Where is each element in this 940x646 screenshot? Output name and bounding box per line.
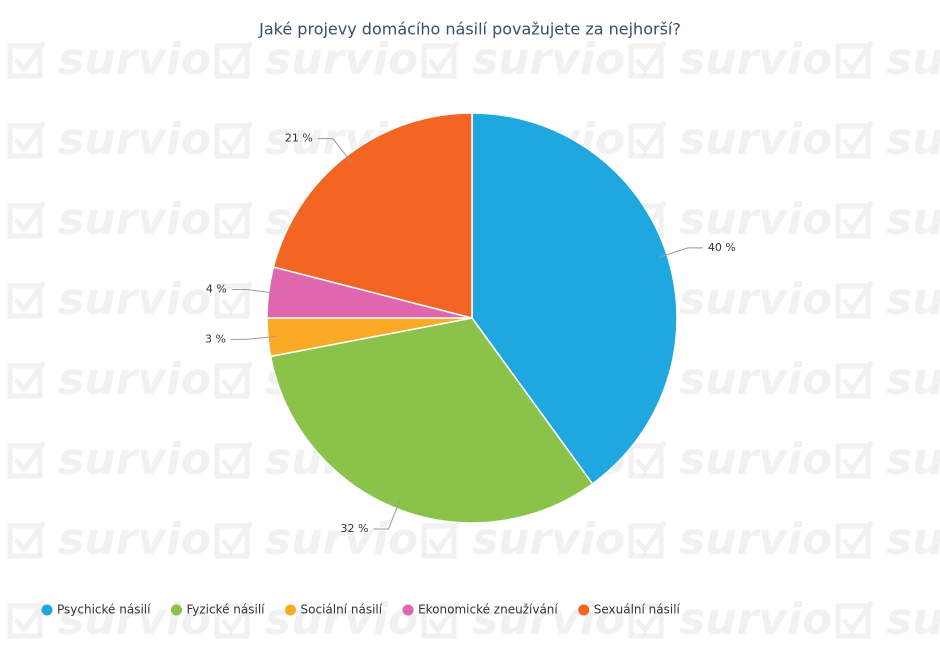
watermark: survio <box>679 274 832 325</box>
watermark-check <box>628 40 668 79</box>
leader-line <box>373 500 400 530</box>
watermark-check <box>835 200 875 239</box>
legend-marker <box>402 604 414 616</box>
watermark: survio <box>472 594 625 645</box>
watermark: survio <box>886 354 940 405</box>
watermark-check <box>214 40 254 79</box>
legend-marker <box>170 604 182 616</box>
watermark: survio <box>679 354 832 405</box>
watermark-check <box>835 360 875 399</box>
watermark: survio <box>886 194 940 245</box>
watermark-check <box>835 40 875 79</box>
watermark-check <box>628 440 668 479</box>
watermark: survio <box>472 514 625 565</box>
legend-label: Sociální násilí <box>301 603 383 617</box>
legend-marker <box>285 604 297 616</box>
watermark-check <box>628 120 668 159</box>
chart-title: Jaké projevy domácího násilí považujete … <box>258 20 681 39</box>
watermark: survio <box>472 34 625 85</box>
watermark: survio <box>58 514 211 565</box>
watermark-check <box>7 520 47 559</box>
watermark-check <box>835 440 875 479</box>
watermark: survio <box>679 194 832 245</box>
watermark-check <box>7 360 47 399</box>
watermark: survio <box>886 114 940 165</box>
leader-line <box>659 247 703 258</box>
data-label: 4 % <box>206 283 227 296</box>
watermark-check <box>7 280 47 319</box>
legend-label: Psychické násilí <box>57 603 151 617</box>
leader-line <box>231 336 276 340</box>
watermark-check <box>835 280 875 319</box>
watermark-check <box>214 200 254 239</box>
watermark: survio <box>886 274 940 325</box>
watermark-check <box>421 40 461 79</box>
watermark: survio <box>58 34 211 85</box>
watermark: survio <box>58 434 211 485</box>
watermark-check <box>214 520 254 559</box>
watermark: survio <box>265 594 418 645</box>
watermark-check <box>628 520 668 559</box>
watermark-check <box>214 280 254 319</box>
watermark: survio <box>58 194 211 245</box>
watermark: survio <box>886 434 940 485</box>
legend-label: Fyzické násilí <box>186 603 265 617</box>
legend-marker <box>578 604 590 616</box>
watermark-check <box>7 600 47 639</box>
watermark-check <box>835 600 875 639</box>
watermark: survio <box>58 354 211 405</box>
watermark: survio <box>679 34 832 85</box>
watermark-check <box>421 520 461 559</box>
watermark-check <box>7 200 47 239</box>
watermark: survio <box>265 514 418 565</box>
watermark-check <box>628 600 668 639</box>
leader-line <box>231 289 277 294</box>
legend-label: Ekonomické zneužívání <box>418 603 558 617</box>
watermark-check <box>7 40 47 79</box>
watermark-check <box>214 120 254 159</box>
watermark: survio <box>886 34 940 85</box>
watermark-check <box>835 120 875 159</box>
watermark: survio <box>679 514 832 565</box>
watermark-check <box>214 440 254 479</box>
watermark-check <box>835 520 875 559</box>
data-label: 3 % <box>205 332 226 345</box>
data-label: 32 % <box>340 522 368 535</box>
leader-line <box>317 138 352 163</box>
watermark: survio <box>58 594 211 645</box>
watermark-check <box>421 600 461 639</box>
watermark: survio <box>679 434 832 485</box>
watermark: survio <box>679 594 832 645</box>
watermark: survio <box>58 114 211 165</box>
watermark: survio <box>886 514 940 565</box>
watermark: survio <box>679 114 832 165</box>
watermark: survio <box>265 34 418 85</box>
watermark-check <box>214 600 254 639</box>
watermark: survio <box>58 274 211 325</box>
legend-label: Sexuální násilí <box>594 603 681 617</box>
watermark-check <box>214 360 254 399</box>
data-label: 21 % <box>285 132 313 145</box>
watermark-check <box>7 120 47 159</box>
data-label: 40 % <box>708 241 736 254</box>
legend-marker <box>41 604 53 616</box>
watermark-check <box>7 440 47 479</box>
watermark: survio <box>886 594 940 645</box>
